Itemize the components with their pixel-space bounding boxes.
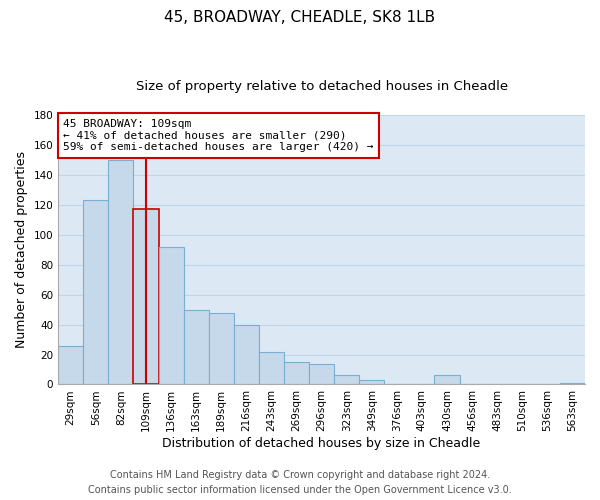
Bar bbox=[209, 312, 234, 384]
Bar bbox=[158, 246, 184, 384]
Bar bbox=[284, 362, 309, 384]
Bar bbox=[259, 352, 284, 384]
Bar bbox=[234, 324, 259, 384]
Bar bbox=[83, 200, 109, 384]
Bar bbox=[359, 380, 385, 384]
Bar bbox=[334, 376, 359, 384]
Bar bbox=[560, 383, 585, 384]
Bar bbox=[133, 210, 158, 384]
Text: 45, BROADWAY, CHEADLE, SK8 1LB: 45, BROADWAY, CHEADLE, SK8 1LB bbox=[164, 10, 436, 25]
Text: Contains HM Land Registry data © Crown copyright and database right 2024.
Contai: Contains HM Land Registry data © Crown c… bbox=[88, 470, 512, 495]
Bar bbox=[109, 160, 133, 384]
Bar bbox=[434, 376, 460, 384]
Bar bbox=[309, 364, 334, 384]
Bar bbox=[58, 346, 83, 385]
Bar bbox=[184, 310, 209, 384]
X-axis label: Distribution of detached houses by size in Cheadle: Distribution of detached houses by size … bbox=[163, 437, 481, 450]
Title: Size of property relative to detached houses in Cheadle: Size of property relative to detached ho… bbox=[136, 80, 508, 93]
Text: 45 BROADWAY: 109sqm
← 41% of detached houses are smaller (290)
59% of semi-detac: 45 BROADWAY: 109sqm ← 41% of detached ho… bbox=[64, 119, 374, 152]
Y-axis label: Number of detached properties: Number of detached properties bbox=[15, 151, 28, 348]
